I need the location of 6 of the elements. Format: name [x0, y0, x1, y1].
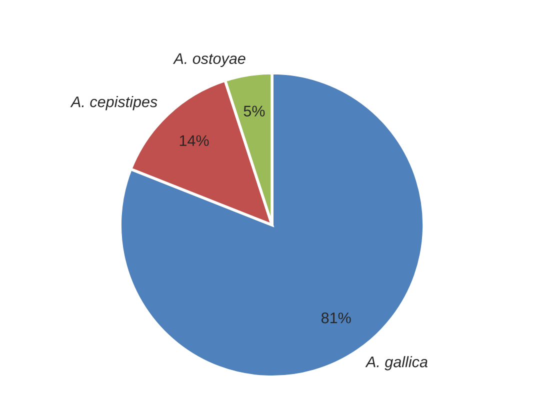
slice-label: A. cepistipes [70, 96, 158, 110]
data-label: 81% [321, 312, 351, 324]
data-label: 5% [244, 106, 265, 117]
slice-label: A. ostoyae [172, 53, 246, 67]
data-label: 14% [180, 135, 209, 146]
slice-label: A. gallica [365, 356, 428, 370]
